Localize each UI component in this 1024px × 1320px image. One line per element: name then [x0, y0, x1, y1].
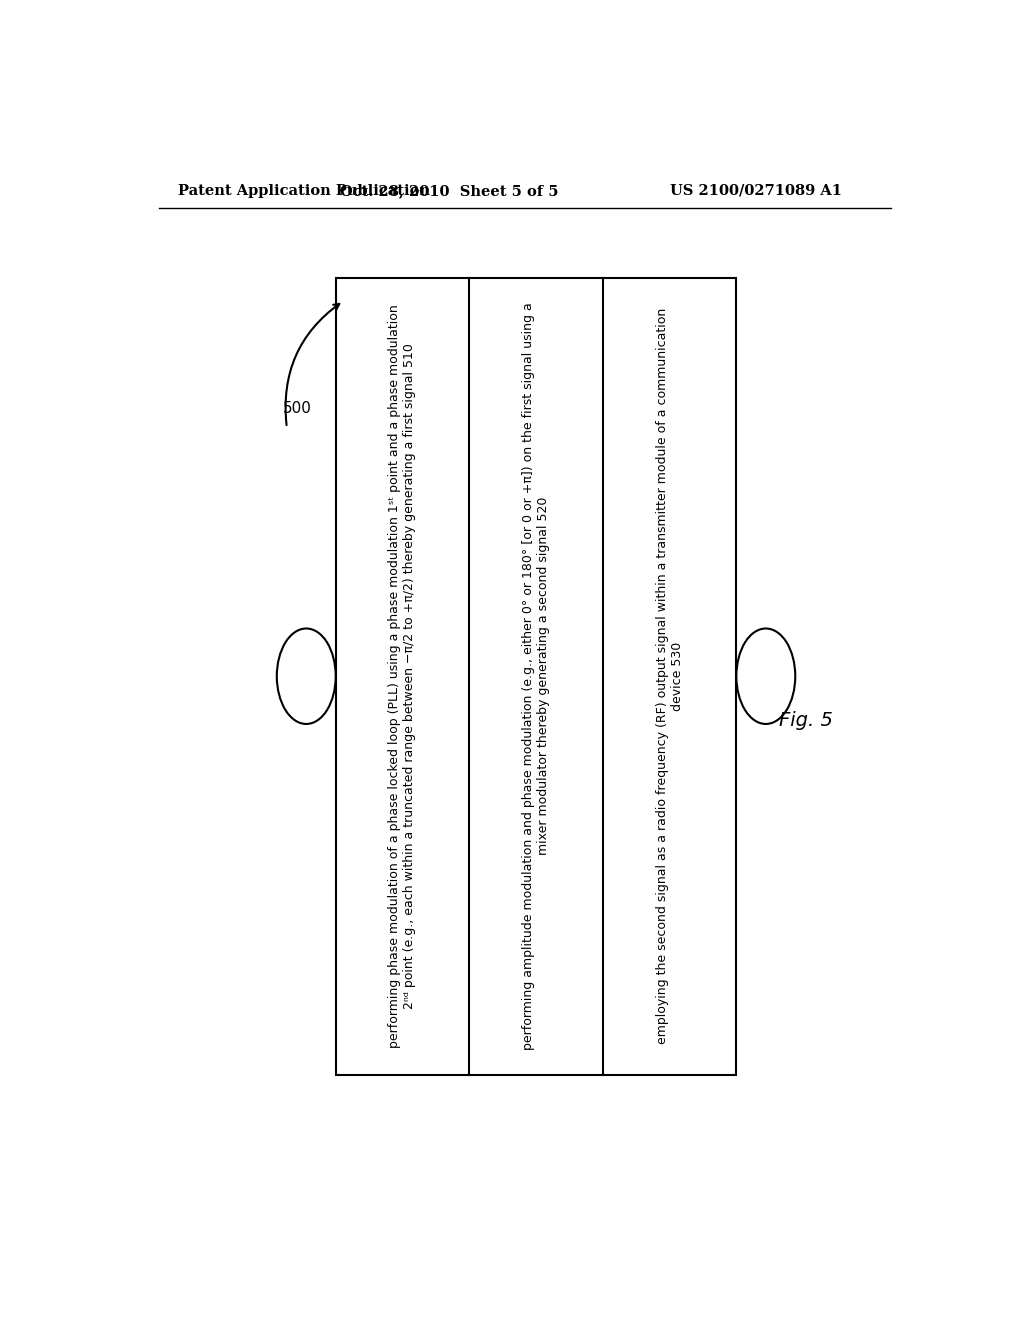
Text: Fig. 5: Fig. 5 — [779, 711, 833, 730]
Bar — [336, 277, 736, 1074]
Text: performing amplitude modulation and phase modulation (e.g., either 0° or 180° [o: performing amplitude modulation and phas… — [522, 302, 550, 1051]
Text: employing the second signal as a radio frequency (RF) output signal within a tra: employing the second signal as a radio f… — [655, 308, 684, 1044]
Text: US 2100/0271089 A1: US 2100/0271089 A1 — [671, 183, 843, 198]
Text: Oct. 28, 2010  Sheet 5 of 5: Oct. 28, 2010 Sheet 5 of 5 — [340, 183, 559, 198]
Text: 500: 500 — [283, 401, 312, 416]
Text: performing phase modulation of a phase locked loop (PLL) using a phase modulatio: performing phase modulation of a phase l… — [388, 305, 417, 1048]
Ellipse shape — [276, 628, 336, 723]
Ellipse shape — [736, 628, 796, 723]
Text: Patent Application Publication: Patent Application Publication — [178, 183, 430, 198]
